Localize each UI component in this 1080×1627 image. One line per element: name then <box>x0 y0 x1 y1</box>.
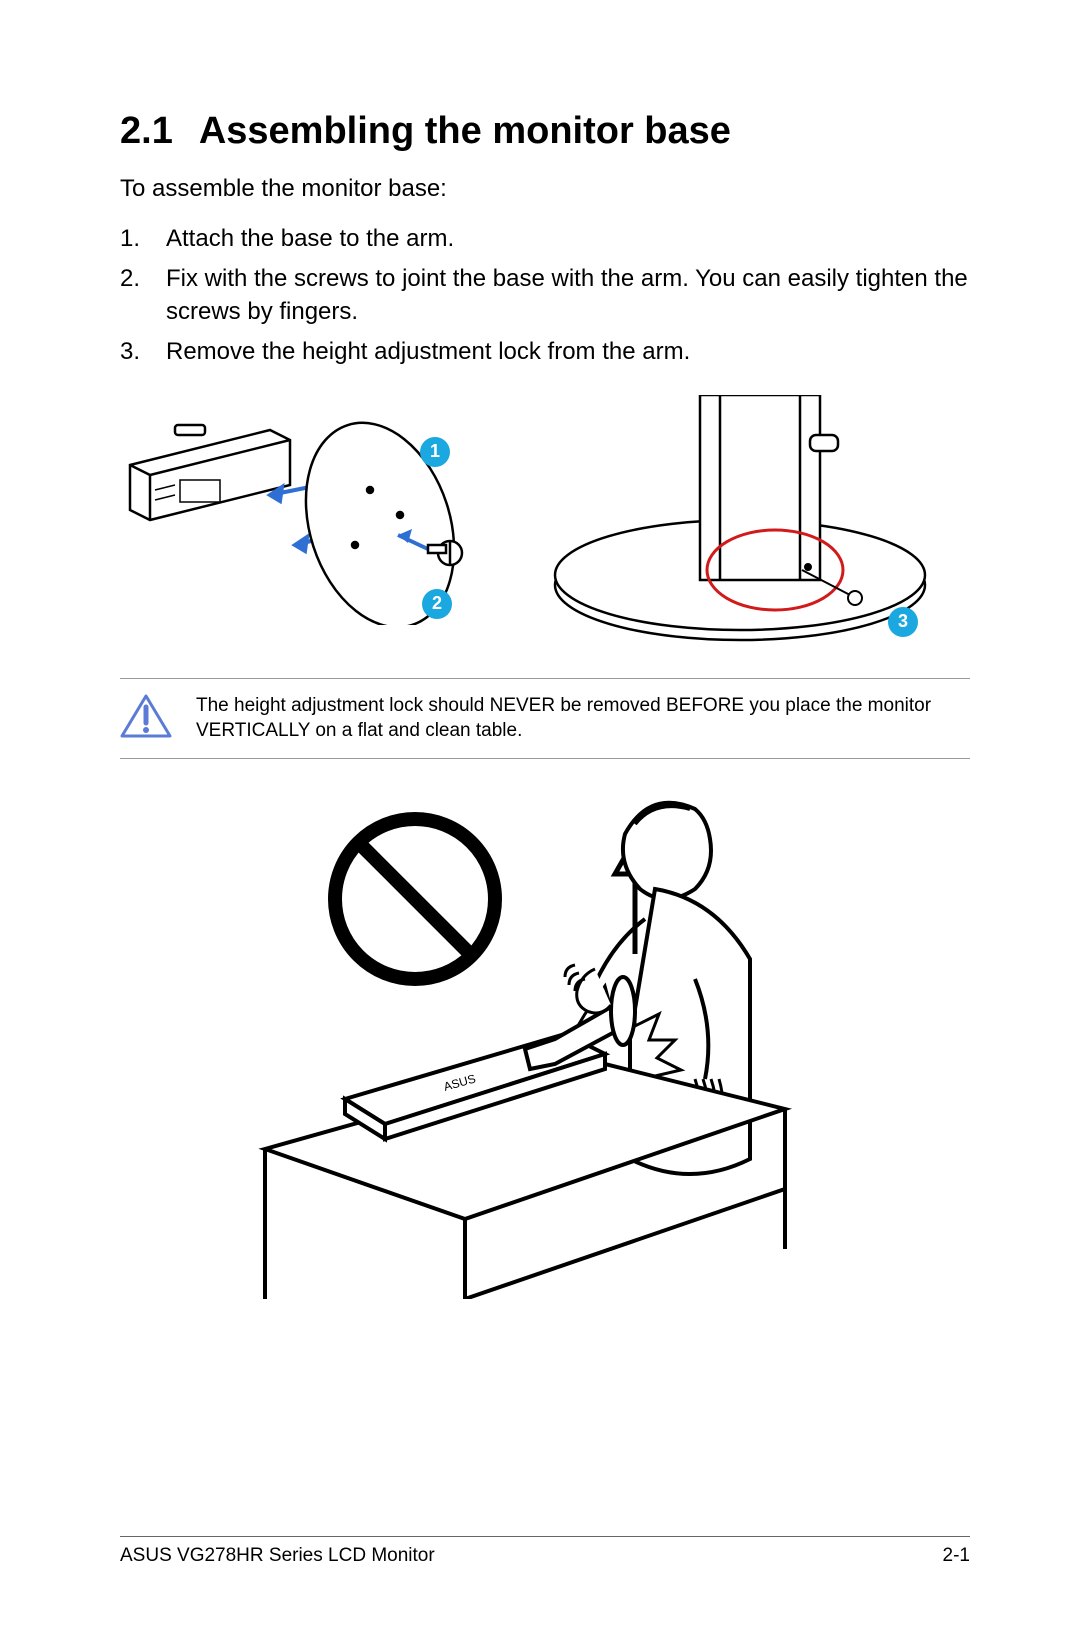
section-title-text: Assembling the monitor base <box>199 110 731 152</box>
step-number: 3. <box>120 336 166 368</box>
section-number: 2.1 <box>120 110 173 152</box>
callout-1: 1 <box>420 437 450 467</box>
footer-left: ASUS VG278HR Series LCD Monitor <box>120 1545 435 1567</box>
step-item: 3. Remove the height adjustment lock fro… <box>120 336 970 368</box>
callout-2: 2 <box>422 589 452 619</box>
step-text: Fix with the screws to joint the base wi… <box>166 263 970 328</box>
steps-list: 1. Attach the base to the arm. 2. Fix wi… <box>120 223 970 369</box>
step-number: 2. <box>120 263 166 328</box>
step-item: 2. Fix with the screws to joint the base… <box>120 263 970 328</box>
diagram-caution: ASUS <box>120 779 970 1299</box>
footer-right: 2-1 <box>943 1545 970 1567</box>
warning-note: The height adjustment lock should NEVER … <box>120 678 970 759</box>
warning-icon <box>120 693 172 739</box>
step-text: Attach the base to the arm. <box>166 223 454 255</box>
diagram-caution-svg: ASUS <box>225 779 865 1299</box>
assembly-diagrams: 1 2 <box>120 395 970 660</box>
page-footer: ASUS VG278HR Series LCD Monitor 2-1 <box>120 1536 970 1567</box>
warning-text: The height adjustment lock should NEVER … <box>196 693 970 744</box>
diagram-base-attach: 1 2 <box>120 395 500 660</box>
section-heading: 2.1 Assembling the monitor base <box>120 110 970 153</box>
callout-3: 3 <box>888 607 918 637</box>
intro-text: To assemble the monitor base: <box>120 175 970 203</box>
diagram-lock-remove: 3 <box>550 395 970 660</box>
step-number: 1. <box>120 223 166 255</box>
step-text: Remove the height adjustment lock from t… <box>166 336 690 368</box>
step-item: 1. Attach the base to the arm. <box>120 223 970 255</box>
